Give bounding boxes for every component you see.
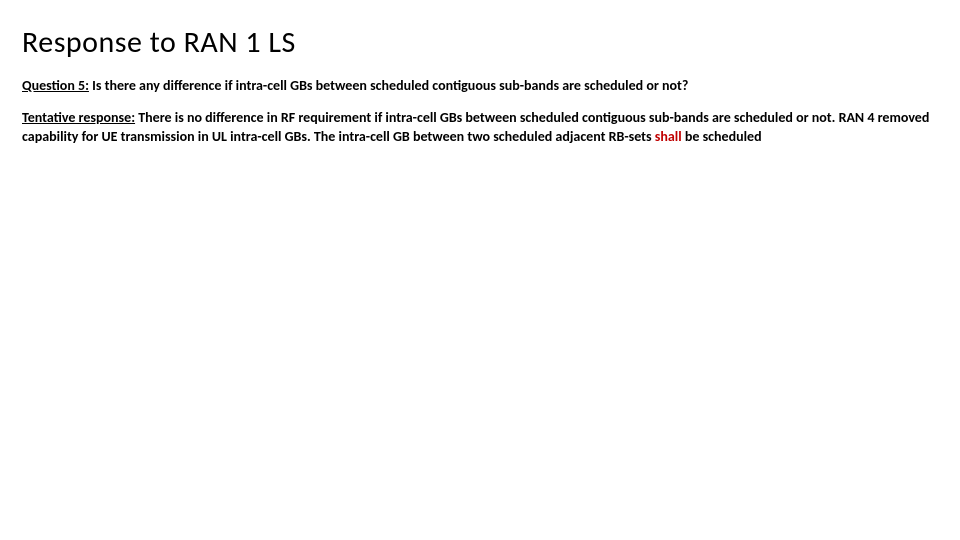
response-label: Tentative response:: [22, 109, 135, 126]
response-block: Tentative response: There is no differen…: [22, 109, 938, 147]
response-text-part1: There is no difference in RF requirement…: [22, 109, 929, 145]
question-block: Question 5: Is there any difference if i…: [22, 77, 938, 95]
page-title: Response to RAN 1 LS: [22, 24, 938, 61]
response-emphasis: shall: [655, 128, 682, 145]
question-text: Is there any difference if intra-cell GB…: [89, 77, 688, 94]
question-label: Question 5:: [22, 77, 89, 94]
response-text-part2: be scheduled: [682, 128, 762, 145]
